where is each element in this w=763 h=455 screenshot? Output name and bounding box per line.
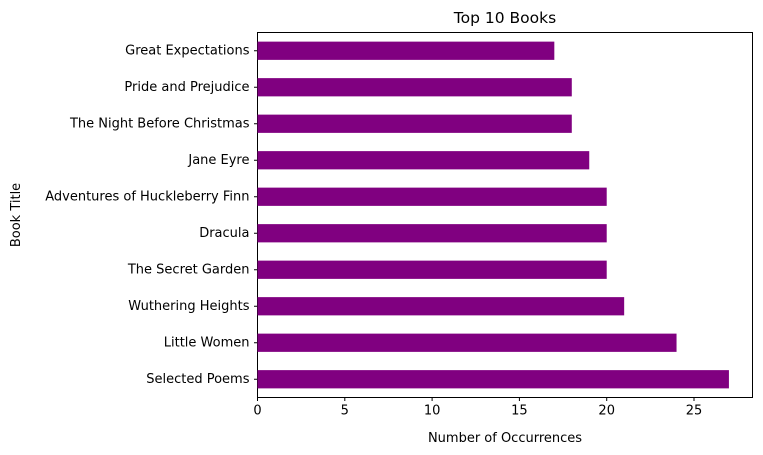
bar [257,187,607,206]
y-tick-label: Wuthering Heights [128,299,250,314]
bar [257,114,572,133]
bar [257,370,729,389]
bar [257,78,572,97]
y-tick-label: The Night Before Christmas [69,116,250,131]
y-tick-label: Jane Eyre [187,153,249,168]
bar [257,41,555,60]
y-axis-label: Book Title [9,183,24,247]
chart-title: Top 10 Books [453,9,556,27]
y-tick-label: Pride and Prejudice [124,80,249,95]
x-tick-label: 0 [253,404,261,419]
bar [257,224,607,243]
x-tick-label: 25 [686,404,703,419]
y-tick-label: Selected Poems [146,372,249,387]
y-tick-label: Great Expectations [125,43,250,58]
x-axis-label: Number of Occurrences [428,431,582,446]
y-tick-label: Adventures of Huckleberry Finn [45,189,249,204]
x-axis-ticks: 0 5 10 15 20 25 [253,397,703,419]
bar [257,260,607,279]
plot-area-frame [257,32,753,398]
bar [257,151,590,170]
bar [257,333,677,352]
y-axis-ticks: Selected Poems Little Women Wuthering Heig… [45,43,258,387]
bar [257,297,625,316]
y-tick-label: The Secret Garden [127,262,250,277]
x-tick-label: 20 [598,404,615,419]
x-tick-label: 15 [511,404,528,419]
y-tick-label: Little Women [164,335,250,350]
x-tick-label: 10 [424,404,441,419]
bars-group [257,41,729,389]
x-tick-label: 5 [341,404,349,419]
y-tick-label: Dracula [199,226,249,241]
